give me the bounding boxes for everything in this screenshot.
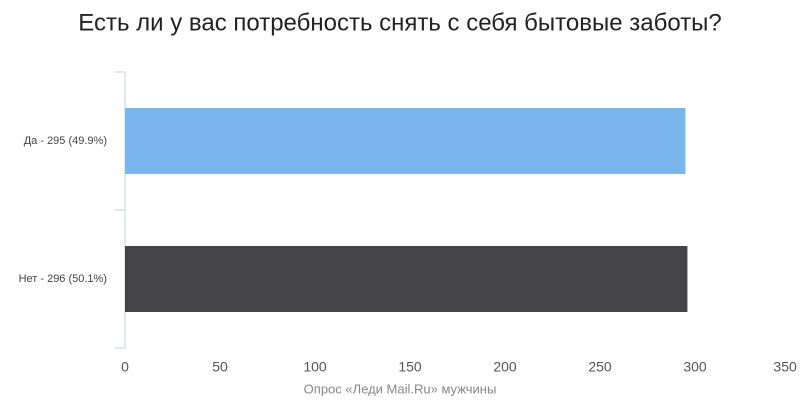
x-tick-label: 250	[588, 359, 612, 375]
x-tick-label: 100	[303, 359, 327, 375]
x-tick-label: 0	[121, 359, 129, 375]
x-axis-label: Опрос «Леди Mail.Ru» мужчины	[304, 381, 497, 396]
y-tick-label: Нет - 296 (50.1%)	[19, 273, 107, 285]
y-tick-label: Да - 295 (49.9%)	[24, 135, 107, 147]
bar	[125, 246, 688, 312]
x-tick-label: 350	[773, 359, 797, 375]
x-tick-label: 200	[493, 359, 517, 375]
bar	[125, 108, 686, 174]
x-tick-label: 150	[398, 359, 422, 375]
x-tick-label: 300	[683, 359, 707, 375]
chart-title: Есть ли у вас потребность снять с себя б…	[78, 9, 722, 36]
x-tick-label: 50	[212, 359, 228, 375]
